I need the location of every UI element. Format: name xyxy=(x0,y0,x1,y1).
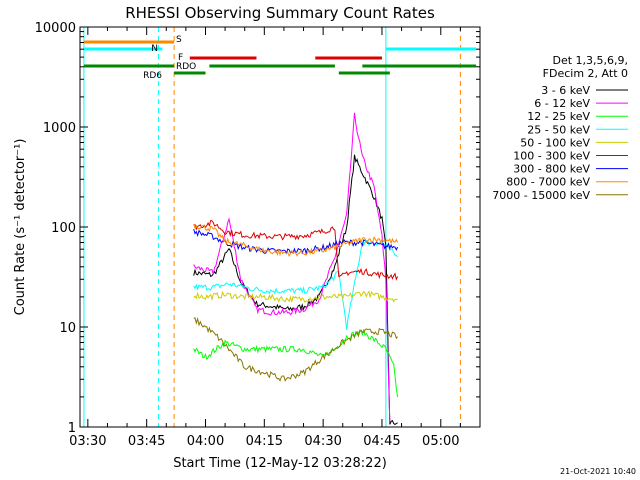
flag-label: S xyxy=(176,35,182,45)
legend-label: 12 - 25 keV xyxy=(527,110,590,123)
chart-title: RHESSI Observing Summary Count Rates xyxy=(125,4,435,22)
flag-label: RDO xyxy=(176,62,196,72)
x-tick-label: 03:45 xyxy=(128,434,165,449)
y-axis-label: Count Rate (s⁻¹ detector⁻¹) xyxy=(13,139,28,316)
legend-label: 300 - 800 keV xyxy=(513,163,590,176)
series-line xyxy=(193,223,399,258)
legend-label: 3 - 6 keV xyxy=(541,84,590,97)
legend-header-2: FDecim 2, Att 0 xyxy=(543,67,628,80)
y-axis: 1 10 100 1000 10000 xyxy=(35,21,480,436)
series-line xyxy=(193,112,391,423)
flag-label: F xyxy=(178,53,183,63)
series-line xyxy=(193,329,399,397)
x-axis: 03:30 03:45 04:00 04:15 04:30 04:45 05:00 xyxy=(69,27,481,449)
y-tick-label: 10 xyxy=(59,321,76,336)
x-tick-label: 05:00 xyxy=(422,434,459,449)
x-tick-label: 04:45 xyxy=(363,434,400,449)
x-axis-label: Start Time (12-May-12 03:28:22) xyxy=(173,456,387,471)
x-tick-label: 04:00 xyxy=(187,434,224,449)
flag-label: N xyxy=(151,44,158,54)
x-tick-label: 04:15 xyxy=(246,434,283,449)
flag-label: RD6 xyxy=(143,71,162,81)
legend: Det 1,3,5,6,9, FDecim 2, Att 0 3 - 6 keV… xyxy=(492,54,628,202)
y-tick-label: 10000 xyxy=(35,21,76,36)
x-tick-label: 04:30 xyxy=(304,434,341,449)
y-tick-label: 100 xyxy=(51,221,76,236)
legend-label: 100 - 300 keV xyxy=(513,150,590,163)
series-line xyxy=(193,239,399,330)
legend-header-1: Det 1,3,5,6,9, xyxy=(552,54,628,67)
legend-label: 7000 - 15000 keV xyxy=(492,189,590,202)
legend-label: 6 - 12 keV xyxy=(534,97,590,110)
series-line xyxy=(193,317,398,382)
legend-label: 800 - 7000 keV xyxy=(506,176,590,189)
series-line xyxy=(193,220,399,281)
y-tick-label: 1000 xyxy=(43,121,76,136)
series-line xyxy=(193,290,398,303)
y-tick-label: 1 xyxy=(68,421,76,436)
footer-date: 21-Oct-2021 10:40 xyxy=(560,467,636,476)
legend-label: 50 - 100 keV xyxy=(520,136,590,149)
series-line xyxy=(193,154,398,426)
legend-label: 25 - 50 keV xyxy=(527,123,590,136)
x-tick-label: 03:30 xyxy=(69,434,106,449)
